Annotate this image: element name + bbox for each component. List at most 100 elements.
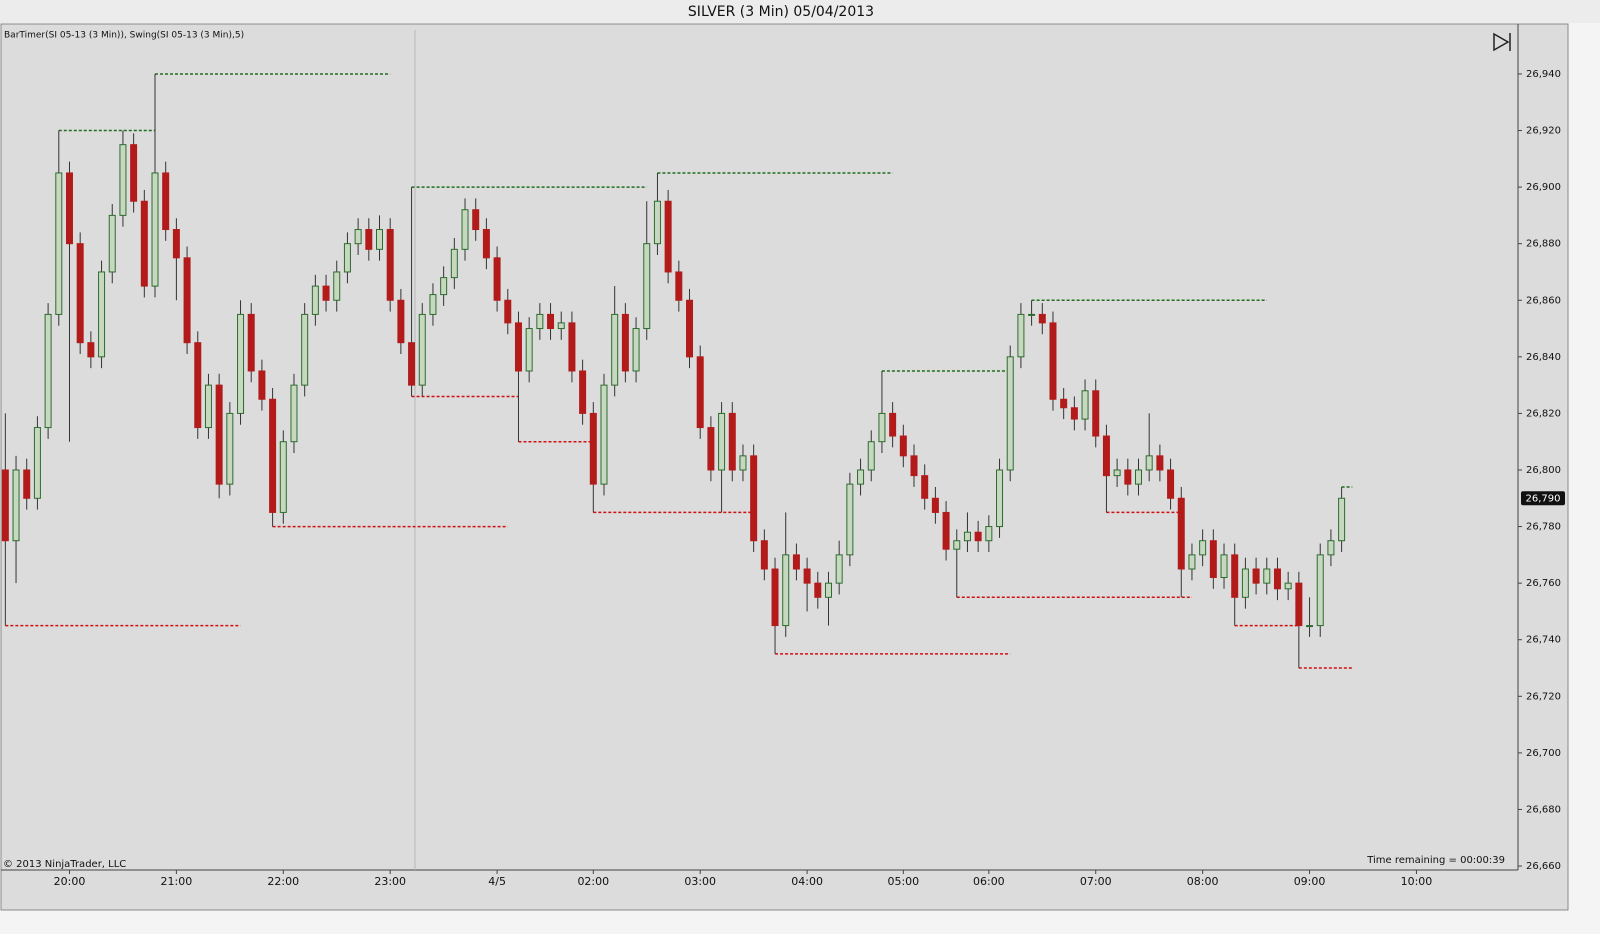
candle-body <box>1327 540 1335 556</box>
candle-body <box>824 582 832 598</box>
candle-body <box>504 299 512 324</box>
candle-body <box>525 328 533 372</box>
candle-body <box>215 384 223 485</box>
x-tick-label: 07:00 <box>1080 875 1112 888</box>
candle-body <box>440 277 448 296</box>
x-tick-label: 08:00 <box>1187 875 1219 888</box>
candle-body <box>408 342 416 386</box>
x-tick-label: 21:00 <box>161 875 193 888</box>
y-tick-label: 26,860 <box>1526 295 1561 306</box>
candle-body <box>322 285 330 301</box>
candle-body <box>1135 469 1142 485</box>
candle-body <box>696 356 704 429</box>
x-tick-label: 06:00 <box>973 875 1005 888</box>
x-tick-label: 10:00 <box>1401 875 1433 888</box>
candle-body <box>333 271 341 301</box>
candle-body <box>1 469 9 542</box>
candle-body <box>728 412 736 471</box>
candle-body <box>290 384 298 443</box>
candle-body <box>269 398 277 513</box>
candle-body <box>1167 469 1175 499</box>
candle-body <box>1081 390 1089 420</box>
indicator-label: BarTimer(SI 05-13 (3 Min)), Swing(SI 05-… <box>4 31 244 41</box>
candle-body <box>1252 568 1260 584</box>
candle-body <box>1028 313 1036 316</box>
candle-body <box>76 243 84 344</box>
y-tick-label: 26,840 <box>1526 352 1561 363</box>
candle-body <box>878 412 886 443</box>
candle-body <box>1145 455 1153 471</box>
candle-body <box>226 412 234 485</box>
candle-body <box>1177 497 1185 570</box>
candle-body <box>130 144 138 202</box>
candle-body <box>1060 398 1068 409</box>
candle-body <box>803 568 811 584</box>
candle-body <box>33 427 41 499</box>
candle-body <box>675 271 683 301</box>
scroll-end-icon[interactable] <box>1493 32 1511 52</box>
candle-body <box>87 342 95 358</box>
x-tick-label: 20:00 <box>54 875 86 888</box>
y-tick-label: 26,940 <box>1526 69 1561 80</box>
title-bar <box>0 0 1600 23</box>
x-tick-label: 05:00 <box>887 875 919 888</box>
candle-body <box>974 531 982 542</box>
candle-body <box>707 427 715 471</box>
candle-body <box>194 342 202 429</box>
candle-body <box>1124 469 1132 485</box>
candle-body <box>782 554 790 627</box>
candle-body <box>418 313 426 386</box>
candle-body <box>1188 554 1196 570</box>
x-tick-label: 09:00 <box>1294 875 1326 888</box>
candle-body <box>1156 455 1164 471</box>
candle-body <box>450 248 458 279</box>
candle-body <box>718 412 726 471</box>
candle-body <box>1241 568 1249 598</box>
chart-panel <box>0 23 1569 911</box>
candle-body <box>279 441 287 513</box>
candle-body <box>514 322 522 372</box>
candle-body <box>162 172 170 231</box>
candle-body <box>98 271 106 358</box>
candle-body <box>44 313 52 429</box>
last-price-label: 26,790 <box>1526 493 1561 504</box>
candle-body <box>1102 435 1110 477</box>
y-tick-label: 26,800 <box>1526 465 1561 476</box>
copyright: © 2013 NinjaTrader, LLC <box>3 859 126 870</box>
candle-body <box>814 582 822 598</box>
candle-body <box>237 313 245 414</box>
candle-body <box>1306 625 1314 628</box>
candle-body <box>311 285 319 315</box>
x-tick-label: 22:00 <box>267 875 299 888</box>
y-tick-label: 26,880 <box>1526 239 1561 250</box>
x-tick-label: 03:00 <box>684 875 716 888</box>
candle-body <box>472 209 480 231</box>
candle-body <box>846 483 854 556</box>
candle-body <box>1316 554 1324 627</box>
candle-body <box>953 540 961 550</box>
candle-body <box>1220 554 1228 578</box>
candle-body <box>429 294 437 315</box>
candle-body <box>397 299 405 344</box>
y-tick-label: 26,920 <box>1526 126 1561 137</box>
candle-body <box>365 229 373 250</box>
chart-title: SILVER (3 Min) 05/04/2013 <box>688 4 874 20</box>
candle-body <box>739 455 747 471</box>
candle-body <box>55 172 63 315</box>
candle-body <box>493 257 501 301</box>
candle-body <box>151 172 159 287</box>
candle-body <box>579 370 587 414</box>
x-tick-label: 4/5 <box>488 875 506 888</box>
candle-body <box>258 370 266 400</box>
y-tick-label: 26,720 <box>1526 691 1561 702</box>
candle-body <box>23 469 31 499</box>
candle-body <box>108 214 116 273</box>
candle-body <box>1092 390 1100 437</box>
candle-body <box>621 313 629 372</box>
scroll-end-button[interactable] <box>1493 32 1511 52</box>
x-tick-label: 04:00 <box>791 875 823 888</box>
candle-body <box>482 229 490 259</box>
x-tick-label: 23:00 <box>374 875 406 888</box>
y-tick-label: 26,760 <box>1526 578 1561 589</box>
